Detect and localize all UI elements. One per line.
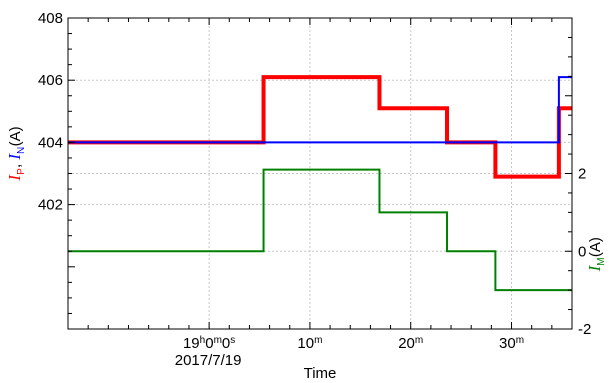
y-left-axis-title: IP , IN (A): [5, 126, 27, 181]
x-tick-label-date: 2017/7/19: [175, 352, 242, 369]
series-line-0: [68, 75, 572, 179]
y-left-tick-label: 402: [38, 197, 63, 214]
series-line-2: [68, 168, 572, 292]
x-tick-label: 30m: [499, 335, 524, 352]
x-axis-title: Time: [304, 365, 337, 382]
y-left-tick-label: 404: [38, 134, 63, 151]
series-line-1: [68, 76, 572, 144]
y-right-tick-labels: -2 0 2: [578, 166, 591, 339]
y-right-tick-label: -2: [578, 321, 591, 338]
axis-ticks: [67, 17, 573, 330]
y-left-tick-label: 408: [38, 10, 63, 27]
y-right-tick-label: 0: [578, 243, 586, 260]
y-right-tick-label: 2: [578, 166, 586, 183]
x-tick-label: 20m: [398, 335, 423, 352]
x-tick-label: 19h0m0s: [183, 335, 235, 352]
x-tick-label: 10m: [297, 335, 322, 352]
plot-series: [68, 75, 572, 292]
y-right-axis-title: IM (A): [585, 237, 607, 272]
y-left-tick-label: 406: [38, 72, 63, 89]
y-left-tick-labels: 402 404 406 408: [38, 10, 63, 214]
